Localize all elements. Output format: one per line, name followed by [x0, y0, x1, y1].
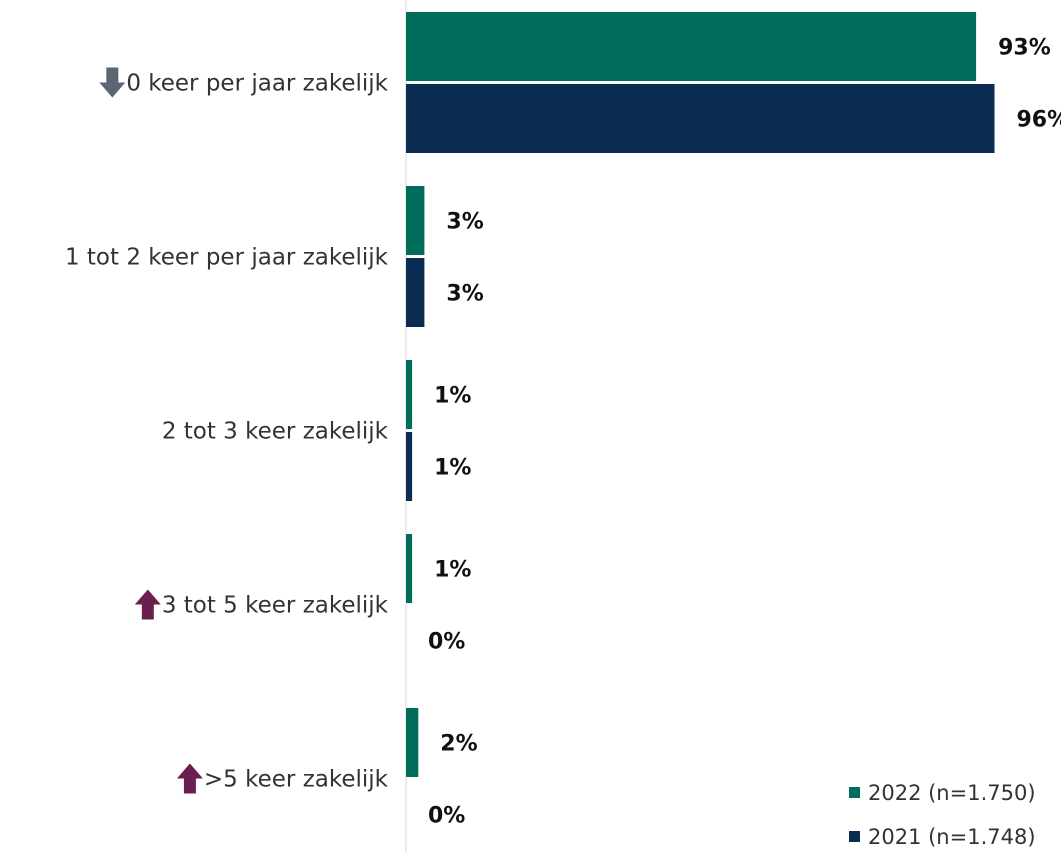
- data-label-2022-4: 2%: [440, 732, 477, 757]
- legend-label-2021: 2021 (n=1.748): [868, 825, 1036, 849]
- arrow-up-icon: [134, 589, 161, 620]
- category-label-0: 0 keer per jaar zakelijk: [126, 71, 388, 97]
- bar-2022-3: [406, 534, 413, 603]
- data-label-2022-1: 3%: [446, 210, 483, 235]
- bar-2022-2: [406, 360, 413, 429]
- bar-2021-0: [406, 84, 995, 153]
- data-label-2021-2: 1%: [434, 456, 471, 481]
- bar-2021-2: [406, 432, 413, 501]
- bar-2022-1: [406, 186, 425, 255]
- legend-swatch-2022: [849, 787, 860, 798]
- bars-layer: [406, 12, 995, 777]
- data-label-2022-3: 1%: [434, 558, 471, 583]
- bar-2021-1: [406, 258, 425, 327]
- bar-2022-4: [406, 708, 419, 777]
- category-label-1: 1 tot 2 keer per jaar zakelijk: [65, 245, 389, 271]
- category-label-2: 2 tot 3 keer zakelijk: [162, 419, 389, 445]
- legend-swatch-2021: [849, 831, 860, 842]
- arrow-up-icon: [176, 763, 203, 794]
- legend: 2022 (n=1.750) 2021 (n=1.748): [849, 781, 1036, 849]
- bar-2022-0: [406, 12, 977, 81]
- arrow-down-icon: [99, 67, 126, 98]
- data-label-2021-4: 0%: [428, 804, 465, 829]
- data-label-2021-1: 3%: [446, 282, 483, 307]
- legend-label-2022: 2022 (n=1.750): [868, 781, 1036, 805]
- category-label-4: >5 keer zakelijk: [204, 767, 389, 793]
- data-label-2021-0: 96%: [1017, 108, 1061, 133]
- data-label-2022-2: 1%: [434, 384, 471, 409]
- labels-layer: 93% 96% 0 keer per jaar zakelijk 3% 3% 1 tot …: [65, 36, 1061, 829]
- data-label-2021-3: 0%: [428, 630, 465, 655]
- category-label-3: 3 tot 5 keer zakelijk: [162, 593, 389, 619]
- data-label-2022-0: 93%: [998, 36, 1051, 61]
